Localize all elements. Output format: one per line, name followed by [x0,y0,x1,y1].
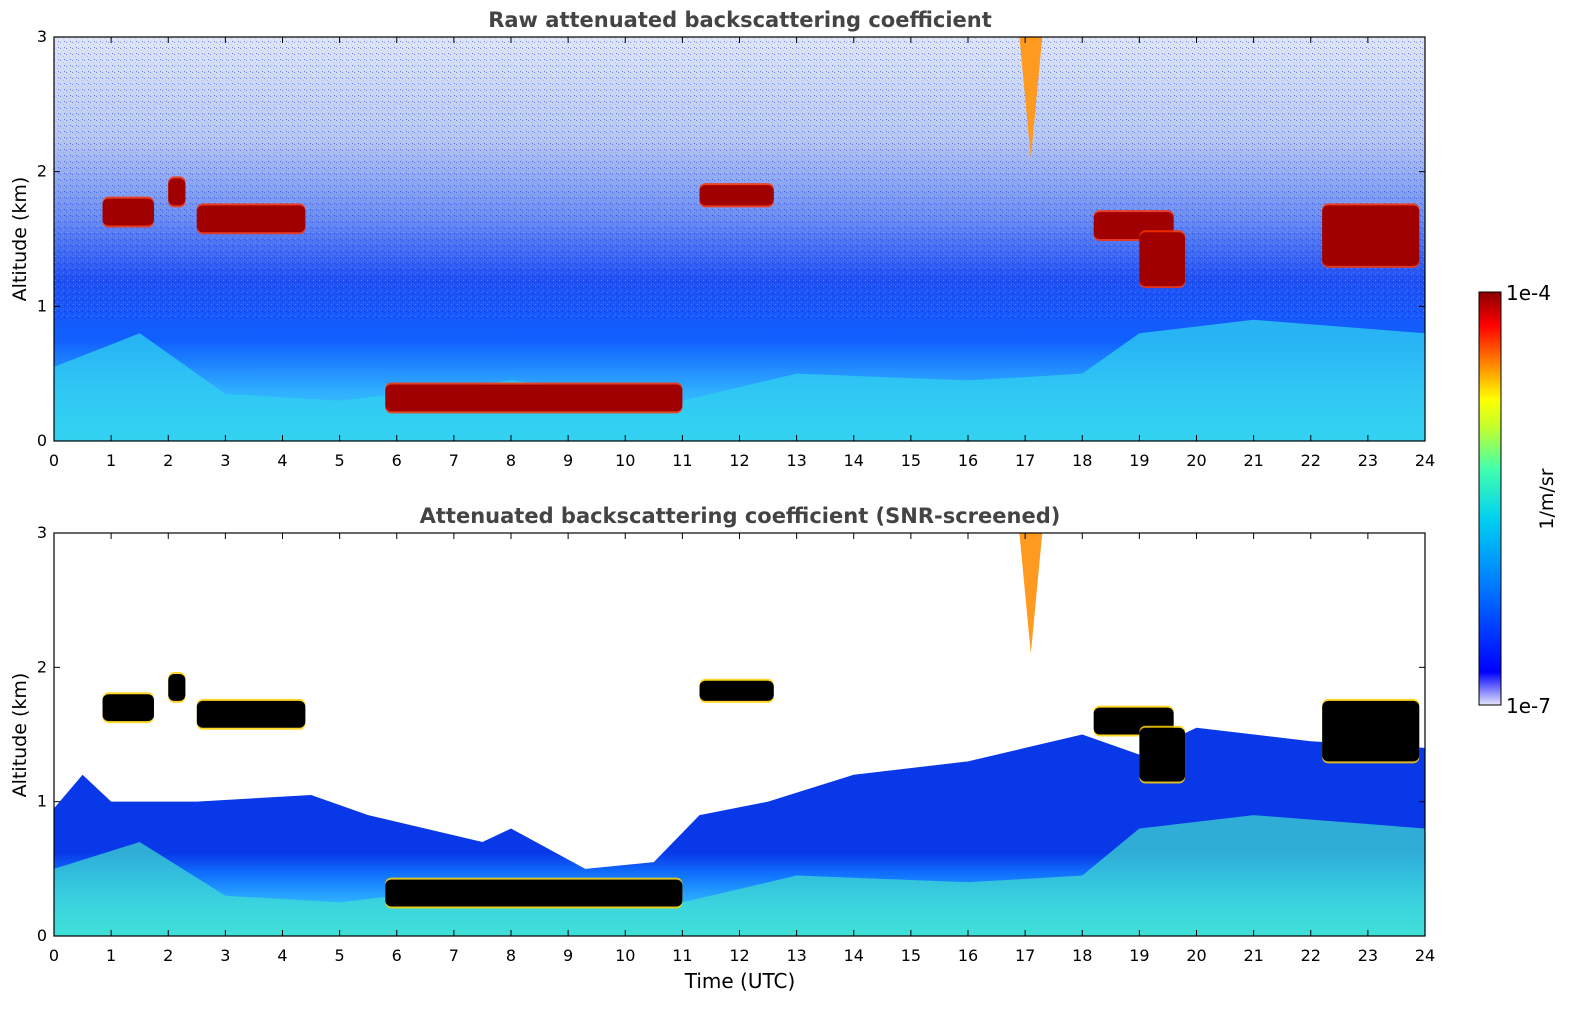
cloud-feature [168,674,186,701]
x-tick-label: 24 [1415,451,1435,470]
x-tick-label: 14 [844,946,864,965]
x-tick-label: 2 [163,451,173,470]
top-y-axis-label: Altitude (km) [9,177,31,302]
x-tick-label: 16 [958,451,978,470]
bottom-x-axis-label: Time (UTC) [684,969,796,993]
bottom-y-axis: 0 1 2 3 [37,523,1425,945]
x-tick-label: 6 [392,946,402,965]
x-tick-label: 8 [506,451,516,470]
x-tick-label: 1 [106,946,116,965]
top-panel: 0 1 2 3 4 5 6 7 8 9 10 11 12 13 14 15 16 17 18 19 20 21 22 23 24… [9,27,1435,470]
x-tick-label: 17 [1015,946,1035,965]
bottom-plot-area [54,533,1425,936]
x-tick-label: 12 [729,451,749,470]
plume-feature [1019,37,1043,159]
colorbar-label: 1/m/sr [1536,468,1558,529]
x-tick-label: 18 [1072,946,1092,965]
plume-feature [1019,533,1043,654]
x-tick-label: 3 [220,451,230,470]
x-tick-label: 14 [844,451,864,470]
x-tick-label: 21 [1243,946,1263,965]
cloud-feature [196,205,306,233]
x-tick-label: 8 [506,946,516,965]
top-plot-area [54,37,1425,441]
y-tick-label: 3 [37,27,47,46]
x-tick-label: 21 [1243,451,1263,470]
y-tick-label: 3 [37,523,47,542]
x-tick-label: 2 [163,946,173,965]
x-tick-label: 4 [277,946,287,965]
colorbar-min-label: 1e-7 [1506,694,1551,718]
y-tick-label: 1 [37,792,47,811]
x-tick-label: 22 [1301,451,1321,470]
cloud-feature [196,700,306,728]
x-tick-label: 3 [220,946,230,965]
cloud-feature [1139,727,1186,782]
top-x-axis: 0 1 2 3 4 5 6 7 8 9 10 11 12 13 14 15 16 17 18 19 20 21 22 23 24 [49,37,1435,470]
y-tick-label: 0 [37,926,47,945]
x-tick-label: 11 [672,451,692,470]
x-tick-label: 23 [1358,946,1378,965]
cloud-feature [102,198,154,226]
x-tick-label: 23 [1358,451,1378,470]
x-tick-label: 18 [1072,451,1092,470]
x-tick-label: 11 [672,946,692,965]
bottom-y-axis-label: Altitude (km) [9,673,31,798]
x-tick-label: 13 [786,451,806,470]
x-tick-label: 4 [277,451,287,470]
x-tick-label: 20 [1186,451,1206,470]
colorbar: 1e-4 1e-7 1/m/sr [1478,281,1558,718]
top-y-axis: 0 1 2 3 [37,27,1425,450]
cloud-feature [168,178,186,206]
x-tick-label: 19 [1129,451,1149,470]
cloud-feature [385,879,683,907]
cloud-feature [699,185,774,206]
y-tick-label: 2 [37,657,47,676]
bottom-panel: 0 1 2 3 4 5 6 7 8 9 10 11 12 13 14 15 16 17 18 19 20 21 22 23 24… [9,523,1435,993]
x-tick-label: 5 [335,946,345,965]
y-tick-label: 1 [37,296,47,315]
x-tick-label: 17 [1015,451,1035,470]
x-tick-label: 12 [729,946,749,965]
x-tick-label: 10 [615,451,635,470]
cloud-feature [385,384,683,412]
x-tick-label: 1 [106,451,116,470]
x-tick-label: 20 [1186,946,1206,965]
cloud-feature [1322,700,1420,762]
x-tick-label: 24 [1415,946,1435,965]
x-tick-label: 6 [392,451,402,470]
x-tick-label: 13 [786,946,806,965]
colorbar-gradient [1478,291,1502,706]
colorbar-max-label: 1e-4 [1506,281,1551,305]
x-tick-label: 0 [49,946,59,965]
x-tick-label: 5 [335,451,345,470]
cloud-feature [1322,205,1420,266]
y-tick-label: 2 [37,162,47,181]
cloud-feature [699,680,774,701]
bottom-panel-title: Attenuated backscattering coefficient (S… [420,504,1061,528]
x-tick-label: 22 [1301,946,1321,965]
x-tick-label: 7 [449,946,459,965]
cloud-feature [1139,232,1186,287]
x-tick-label: 10 [615,946,635,965]
x-tick-label: 9 [563,946,573,965]
cloud-feature [102,694,154,722]
bottom-x-axis: 0 1 2 3 4 5 6 7 8 9 10 11 12 13 14 15 16 17 18 19 20 21 22 23 24 [49,533,1435,965]
x-tick-label: 16 [958,946,978,965]
x-tick-label: 0 [49,451,59,470]
y-tick-label: 0 [37,431,47,450]
x-tick-label: 15 [901,451,921,470]
x-tick-label: 15 [901,946,921,965]
x-tick-label: 9 [563,451,573,470]
top-panel-title: Raw attenuated backscattering coefficien… [488,8,992,32]
raw-noise-field [54,37,1425,320]
x-tick-label: 19 [1129,946,1149,965]
x-tick-label: 7 [449,451,459,470]
